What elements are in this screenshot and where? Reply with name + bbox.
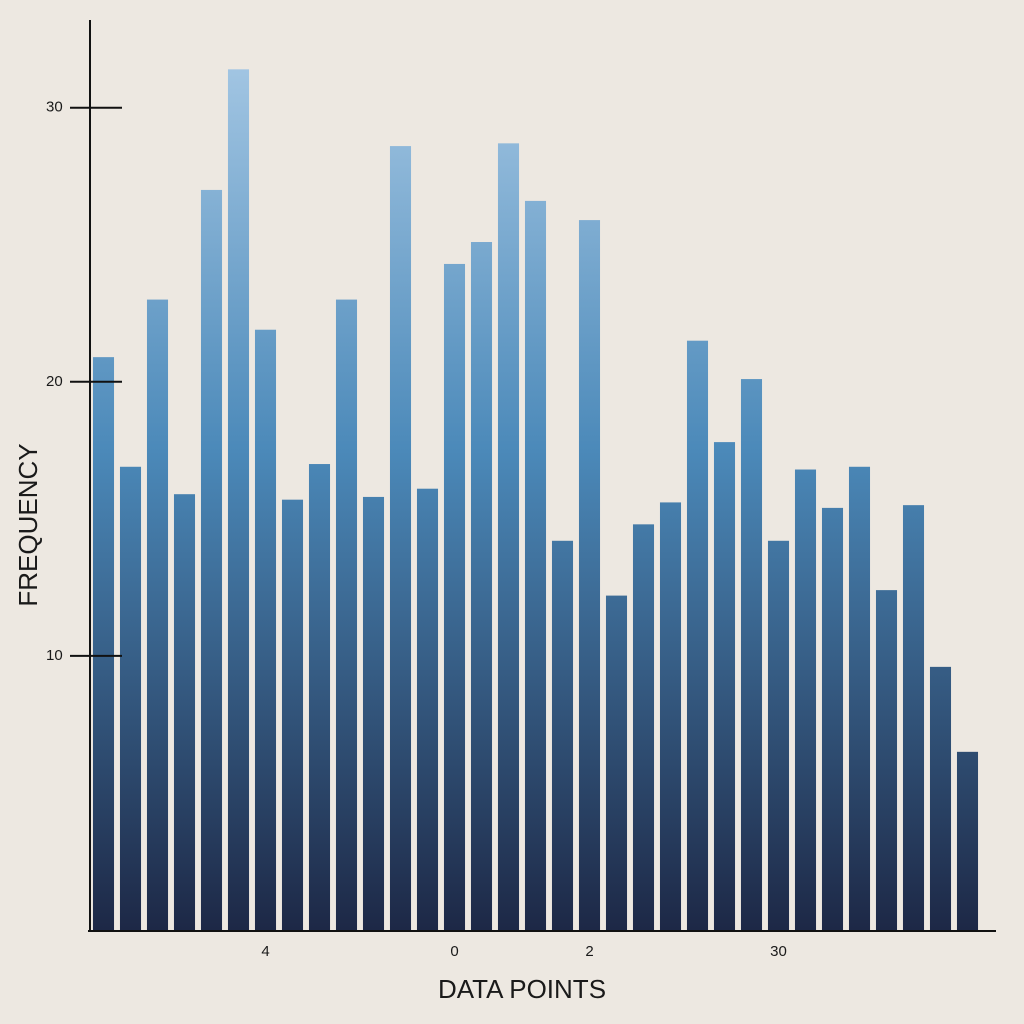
bar <box>794 469 817 930</box>
bar <box>551 540 574 930</box>
x-axis-title: DATA POINTS <box>438 974 606 1004</box>
bars <box>92 69 979 931</box>
bar <box>578 220 601 931</box>
bar <box>632 524 655 930</box>
bar <box>416 488 439 930</box>
bar <box>956 751 979 930</box>
bar <box>524 200 547 930</box>
bar <box>821 507 844 930</box>
bar <box>173 494 196 930</box>
x-tick-label: 0 <box>450 943 458 960</box>
bar <box>119 466 142 930</box>
x-tick-label: 2 <box>585 943 593 960</box>
bar <box>362 496 385 930</box>
bar <box>875 590 898 930</box>
bar <box>848 466 871 930</box>
bar <box>497 143 520 930</box>
bar <box>902 505 925 930</box>
bar <box>146 299 169 930</box>
bar <box>659 502 682 930</box>
y-tick-label: 30 <box>46 99 63 116</box>
bar <box>740 379 763 930</box>
bar <box>713 442 736 930</box>
bar <box>200 189 223 930</box>
bar <box>767 540 790 930</box>
bar <box>335 299 358 930</box>
bar <box>605 595 628 930</box>
y-tick-label: 10 <box>46 647 63 664</box>
x-tick-label: 4 <box>261 943 269 960</box>
bar <box>227 69 250 931</box>
bar <box>308 464 331 930</box>
bar <box>92 357 115 930</box>
bar <box>281 499 304 930</box>
bar <box>686 340 709 931</box>
bar <box>470 242 493 930</box>
bar <box>389 146 412 930</box>
bar <box>254 329 277 931</box>
y-tick-label: 20 <box>46 373 63 390</box>
y-axis-title: FREQUENCY <box>13 443 43 606</box>
bar <box>929 666 952 930</box>
bar <box>443 263 466 930</box>
x-tick-label: 30 <box>770 943 787 960</box>
